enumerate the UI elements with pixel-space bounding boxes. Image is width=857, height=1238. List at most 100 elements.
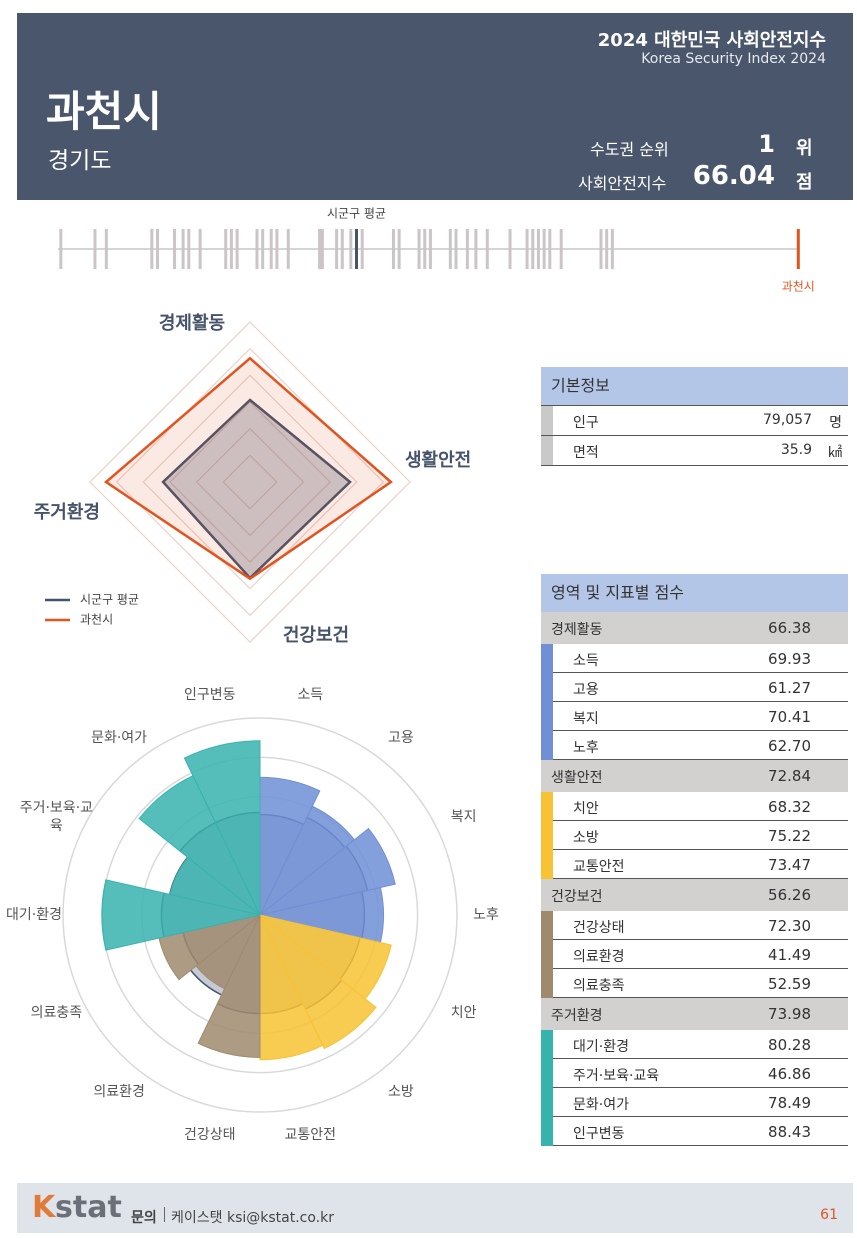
strip-tick [360,229,364,269]
polar-label: 복지 [450,808,477,825]
strip-tick [559,229,563,269]
item-marker [541,911,553,940]
strip-tick [104,229,108,269]
item-row: 소득 69.93 [541,644,848,673]
table-row: 인구 79,057 명 [541,406,848,436]
city-name: 과천시 [46,87,162,136]
row-label: 면적 [573,445,599,461]
legend-label: 과천시 [80,612,113,627]
item-row: 치안 68.32 [541,792,848,821]
item-name: 문화·여가 [573,1097,629,1113]
item-marker [541,1088,553,1117]
item-marker [541,792,553,821]
polar-bar [259,914,324,1061]
average-outline [190,969,222,996]
group-row: 경제활동 66.38 [541,612,848,644]
strip-tick [548,229,552,269]
polar-label: 인구변동 [183,686,236,703]
strip-tick [255,229,259,269]
strip-tick [229,229,233,269]
item-row: 주거·보육·교육 46.86 [541,1059,848,1088]
strip-tick [349,229,353,269]
item-row: 인구변동 88.43 [541,1117,848,1146]
item-score: 73.47 [768,856,811,874]
item-score: 69.93 [768,650,811,668]
group-row: 주거환경 73.98 [541,998,848,1030]
group-score: 66.38 [768,619,811,637]
row-value: 79,057 [763,412,812,428]
strip-tick [485,229,489,269]
item-marker [541,1059,553,1088]
item-row: 소방 75.22 [541,821,848,850]
page-number: 61 [820,1207,838,1223]
radar-area [103,356,393,581]
logo-mark: K [32,1190,56,1225]
score-value: 66.04 [692,161,775,191]
average-tick [355,229,359,269]
radar-axis-label: 주거환경 [34,501,100,523]
polar-bar [101,879,261,951]
strip-tick [335,229,339,269]
polar-label: 치안 [450,1005,477,1022]
strip-tick [474,229,478,269]
polar-label: 의료환경 [93,1083,145,1100]
item-row: 대기·환경 80.28 [541,1030,848,1059]
item-score: 75.22 [768,827,811,845]
item-row: 문화·여가 78.49 [541,1088,848,1117]
polar-label: 의료충족 [30,1005,83,1022]
strip-tick [599,229,603,269]
item-marker [541,940,553,969]
item-name: 소득 [573,653,599,669]
polar-bar [197,914,261,1058]
polar-label: 대기·환경 [6,907,62,923]
strip-tick [320,229,324,269]
strip-tick [269,229,273,269]
strip-tick [536,229,540,269]
item-name: 고용 [573,682,599,698]
row-unit: ㎢ [828,445,842,461]
polar-label: 소득 [297,686,324,703]
item-score: 46.86 [768,1065,811,1083]
item-score: 52.59 [768,975,811,993]
radar-axis-label: 경제활동 [159,313,225,334]
strip-tick [417,229,421,269]
contact: 케이스탯 ksi@kstat.co.kr [171,1210,335,1226]
item-marker [541,1117,553,1146]
strip-tick [224,229,228,269]
strip-tick [605,229,609,269]
rank-unit: 위 [796,138,813,159]
strip-tick [156,229,160,269]
strip-tick [448,229,452,269]
row-value: 35.9 [780,442,812,458]
group-score: 72.84 [768,767,811,785]
strip-tick [423,229,427,269]
strip-tick [261,229,265,269]
item-score: 41.49 [768,946,811,964]
group-row: 생활안전 72.84 [541,760,848,792]
row-label: 인구 [573,415,599,431]
polar-label: 고용 [388,730,414,747]
item-row: 노후 62.70 [541,731,848,760]
item-score: 61.27 [768,679,811,697]
item-row: 의료충족 52.59 [541,969,848,998]
item-row: 의료환경 41.49 [541,940,848,969]
radar-ring [222,454,278,510]
item-name: 인구변동 [573,1126,625,1142]
item-marker [541,673,553,702]
strip-tick [198,229,202,269]
table-row: 면적 35.9 ㎢ [541,436,848,466]
highlight-tick [796,229,800,269]
radar-axis-label: 생활안전 [405,450,471,471]
strip-tick [454,229,458,269]
strip-tick [286,229,290,269]
legend-label: 시군구 평균 [80,593,139,607]
polar-label: 건강상태 [183,1127,236,1144]
item-name: 의료환경 [573,949,625,965]
table-title: 기본정보 [541,367,848,406]
strip-tick [187,229,191,269]
strip-tick [181,229,185,269]
group-score: 73.98 [768,1005,811,1023]
item-row: 건강상태 72.30 [541,911,848,940]
item-marker [541,969,553,998]
